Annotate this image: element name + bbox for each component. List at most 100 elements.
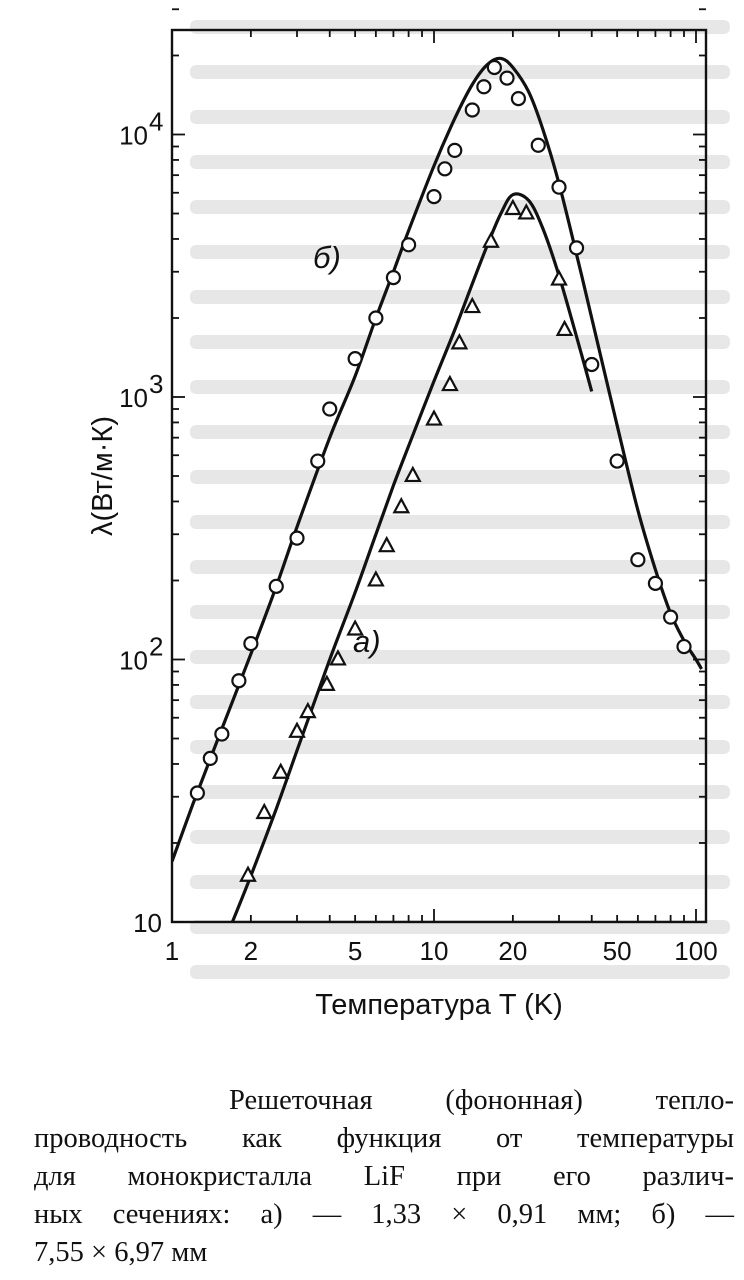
data-point-triangle <box>255 802 274 820</box>
x-tick-label: 2 <box>244 936 258 966</box>
x-tick-label: 5 <box>348 936 362 966</box>
data-point-circle <box>568 240 585 256</box>
data-point-circle <box>663 609 679 625</box>
data-point-circle <box>231 673 247 689</box>
data-point-circle <box>401 237 417 253</box>
data-point-circle <box>676 638 692 655</box>
data-point-circle <box>437 161 453 177</box>
data-point-circle <box>464 102 480 118</box>
data-point-circle <box>189 785 205 801</box>
x-axis-title: Температура T (K) <box>315 989 563 1021</box>
data-point-triangle <box>482 231 500 248</box>
data-point-triangle <box>392 496 411 514</box>
data-point-triangle <box>239 865 257 882</box>
data-point-circle <box>530 137 546 153</box>
y-tick-label: 10 <box>119 646 148 676</box>
bleed-line <box>190 470 730 484</box>
bleed-through-background <box>190 20 730 979</box>
data-point-circle <box>426 189 442 205</box>
data-point-triangle <box>299 701 317 719</box>
figure-caption: Решеточная (фононная) тепло- проводность… <box>34 1082 734 1272</box>
data-point-triangle <box>550 269 568 286</box>
data-point-circle <box>385 270 402 286</box>
bleed-line <box>190 560 730 574</box>
bleed-line <box>190 245 730 259</box>
data-point-triangle <box>450 333 469 350</box>
data-point-triangle <box>288 721 306 738</box>
data-point-circle <box>499 70 515 86</box>
data-point-triangle <box>463 296 482 314</box>
data-point-circle <box>647 575 664 591</box>
caption-line: для монокристалла LiF при его различ- <box>34 1161 734 1192</box>
data-point-triangle <box>367 570 385 587</box>
data-point-circle <box>510 91 527 107</box>
markers <box>189 59 692 882</box>
data-point-circle <box>214 726 230 742</box>
x-tick-label: 1 <box>165 936 179 966</box>
data-point-circle <box>584 356 600 373</box>
data-point-triangle <box>504 198 522 216</box>
bleed-line <box>190 650 730 664</box>
caption-line: Решеточная (фононная) тепло- <box>229 1085 734 1116</box>
y-tick-exponent: 2 <box>149 632 163 662</box>
data-point-circle <box>289 530 305 546</box>
data-point-triangle <box>318 674 336 691</box>
data-point-circle <box>368 310 384 326</box>
caption-line: проводность как функция от температуры <box>34 1123 734 1154</box>
bleed-line <box>190 695 730 709</box>
x-tick-label: 20 <box>498 936 527 966</box>
y-tick-label: 10 <box>119 383 148 413</box>
data-point-circle <box>268 578 284 594</box>
axes <box>170 8 708 924</box>
y-tick-exponent: 3 <box>149 369 163 399</box>
data-point-triangle <box>441 374 459 392</box>
data-point-triangle <box>329 649 347 666</box>
fit-curve-a <box>230 192 594 922</box>
series-label-b: б) <box>313 240 341 275</box>
bleed-line <box>190 380 730 394</box>
data-point-circle <box>202 750 218 766</box>
data-point-circle <box>347 351 363 367</box>
bleed-line <box>190 200 730 214</box>
data-point-triangle <box>271 762 290 779</box>
bleed-line <box>190 740 730 754</box>
bleed-line <box>190 155 730 169</box>
bleed-line <box>190 920 730 934</box>
bleed-line <box>190 110 730 124</box>
data-point-circle <box>476 79 492 95</box>
bleed-line <box>190 20 730 34</box>
bleed-line <box>190 425 730 439</box>
bleed-line <box>190 65 730 79</box>
bleed-line <box>190 875 730 889</box>
y-tick-label: 10 <box>119 121 148 151</box>
data-point-circle <box>447 142 463 158</box>
caption-line: 7,55 × 6,97 мм <box>34 1237 208 1268</box>
y-axis-title: λ(Вт/м·К) <box>87 416 119 536</box>
series-label-a: а) <box>353 624 381 659</box>
data-point-circle <box>322 401 338 417</box>
y-tick-exponent: 4 <box>149 107 163 137</box>
bleed-line <box>190 830 730 844</box>
data-point-circle <box>486 59 502 76</box>
data-point-triangle <box>346 619 364 636</box>
data-point-circle <box>551 179 567 195</box>
data-point-circle <box>609 453 625 469</box>
bleed-line <box>190 785 730 799</box>
x-tick-label: 10 <box>420 936 449 966</box>
data-point-circle <box>243 635 259 652</box>
y-tick-label: 10 <box>133 908 162 938</box>
data-point-triangle <box>403 465 422 483</box>
caption-line: ных сечениях: а) — 1,33 × 0,91 мм; б) — <box>34 1199 734 1230</box>
data-point-triangle <box>555 319 574 337</box>
data-point-circle <box>310 453 326 469</box>
data-point-triangle <box>377 535 396 553</box>
data-point-triangle <box>425 409 443 426</box>
bleed-line <box>190 290 730 304</box>
data-point-circle <box>630 552 646 568</box>
bleed-line <box>190 605 730 619</box>
bleed-line <box>190 965 730 979</box>
x-tick-label: 50 <box>603 936 632 966</box>
bleed-line <box>190 515 730 529</box>
